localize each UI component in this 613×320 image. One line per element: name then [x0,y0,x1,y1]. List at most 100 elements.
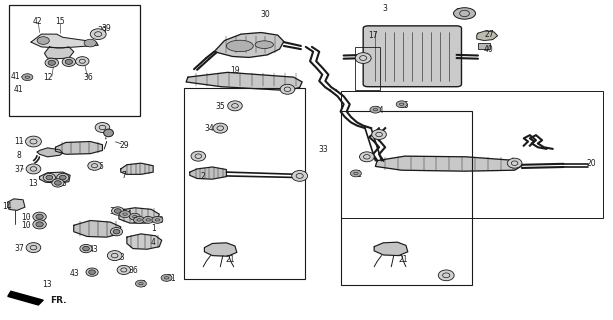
Polygon shape [186,72,302,91]
Ellipse shape [33,220,46,229]
Text: 34: 34 [362,153,371,162]
Ellipse shape [44,173,55,182]
Polygon shape [45,47,74,59]
FancyBboxPatch shape [363,26,462,87]
Ellipse shape [48,60,55,65]
Text: 24: 24 [122,210,132,219]
Polygon shape [204,243,237,256]
Ellipse shape [226,40,253,52]
Text: 41: 41 [14,85,24,94]
Ellipse shape [135,280,147,287]
Ellipse shape [152,216,163,223]
Ellipse shape [33,212,46,221]
Text: 11: 11 [14,137,23,146]
Ellipse shape [36,214,44,219]
Ellipse shape [90,29,106,40]
Text: 39: 39 [102,24,112,33]
Ellipse shape [65,60,72,64]
Ellipse shape [143,216,154,223]
Polygon shape [121,163,153,174]
Ellipse shape [89,270,96,275]
Text: 37: 37 [14,244,24,253]
Ellipse shape [84,39,96,47]
Ellipse shape [46,175,53,180]
Text: 9: 9 [116,228,121,237]
Ellipse shape [56,173,69,182]
Ellipse shape [51,179,64,187]
Polygon shape [214,33,284,57]
Text: 5: 5 [144,216,149,225]
Text: 36: 36 [94,162,104,171]
Text: 36: 36 [83,73,93,82]
Ellipse shape [112,207,124,215]
Ellipse shape [45,58,58,68]
Text: 20: 20 [586,159,596,168]
Text: 2: 2 [201,172,205,181]
Ellipse shape [280,84,295,94]
Text: 31: 31 [167,274,177,283]
Text: 28: 28 [154,216,164,225]
Polygon shape [8,291,44,305]
Polygon shape [477,31,498,41]
Ellipse shape [359,152,374,162]
Text: 42: 42 [32,17,42,26]
Text: 43: 43 [70,268,80,278]
Text: 21: 21 [226,255,235,264]
Ellipse shape [396,101,407,108]
Text: FR.: FR. [50,296,67,305]
Ellipse shape [227,101,242,111]
Ellipse shape [370,106,381,113]
Polygon shape [55,141,102,154]
Ellipse shape [88,161,101,170]
Bar [478,43,490,49]
Text: 23: 23 [99,123,109,132]
Ellipse shape [351,170,361,177]
Ellipse shape [292,171,308,181]
Ellipse shape [37,37,49,44]
Text: 37: 37 [14,165,24,174]
Text: 19: 19 [230,66,240,75]
Ellipse shape [113,229,120,234]
Text: 35: 35 [374,131,384,140]
Text: 32: 32 [110,207,120,216]
Text: 14: 14 [2,202,12,211]
Text: 6: 6 [141,280,146,289]
Ellipse shape [75,57,89,66]
Ellipse shape [371,130,386,140]
Ellipse shape [191,151,205,161]
Text: 37: 37 [194,152,203,161]
Ellipse shape [104,129,113,137]
Text: 35: 35 [215,102,225,111]
Text: 43: 43 [88,245,98,254]
Ellipse shape [115,209,121,213]
Ellipse shape [55,181,61,185]
Polygon shape [8,199,25,210]
Polygon shape [74,220,121,237]
Text: 16: 16 [293,172,303,181]
Text: 39: 39 [97,26,107,35]
Text: 21: 21 [398,255,408,264]
Ellipse shape [213,123,227,133]
Ellipse shape [438,270,454,281]
Ellipse shape [107,251,122,260]
Ellipse shape [83,246,89,251]
Text: 15: 15 [55,17,64,26]
Ellipse shape [86,268,98,276]
Ellipse shape [59,175,66,180]
Ellipse shape [117,265,131,275]
Text: 38: 38 [283,85,292,94]
Text: 40: 40 [484,44,494,54]
Text: 25: 25 [400,101,409,110]
Text: 41: 41 [10,72,20,81]
Polygon shape [37,148,63,157]
Ellipse shape [129,213,140,220]
Text: 33: 33 [510,159,519,168]
Text: 4: 4 [151,238,156,247]
Text: 30: 30 [261,10,270,19]
Text: 13: 13 [43,280,52,289]
Ellipse shape [95,123,110,132]
Ellipse shape [161,275,172,281]
Text: 13: 13 [29,180,38,188]
Ellipse shape [36,222,44,227]
Polygon shape [190,167,226,179]
